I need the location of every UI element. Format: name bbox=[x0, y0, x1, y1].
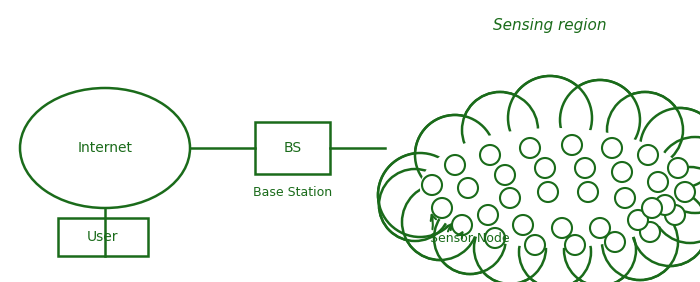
Circle shape bbox=[675, 182, 695, 202]
Circle shape bbox=[603, 205, 677, 279]
Circle shape bbox=[416, 116, 494, 194]
Circle shape bbox=[462, 92, 538, 168]
Circle shape bbox=[665, 205, 685, 225]
Circle shape bbox=[575, 158, 595, 178]
Bar bbox=[58, 218, 148, 256]
Circle shape bbox=[445, 155, 465, 175]
Circle shape bbox=[566, 215, 635, 282]
Circle shape bbox=[403, 185, 477, 259]
Circle shape bbox=[607, 92, 683, 168]
Circle shape bbox=[458, 178, 478, 198]
Circle shape bbox=[485, 228, 505, 248]
Circle shape bbox=[452, 215, 472, 235]
Circle shape bbox=[602, 138, 622, 158]
Circle shape bbox=[612, 162, 632, 182]
Circle shape bbox=[379, 169, 451, 241]
Circle shape bbox=[508, 76, 592, 160]
Circle shape bbox=[535, 158, 555, 178]
Circle shape bbox=[628, 210, 648, 230]
Text: User: User bbox=[88, 230, 119, 244]
Text: Internet: Internet bbox=[78, 141, 132, 155]
Circle shape bbox=[668, 158, 688, 178]
Circle shape bbox=[565, 235, 585, 255]
Circle shape bbox=[475, 213, 545, 282]
Circle shape bbox=[658, 138, 700, 212]
Circle shape bbox=[632, 190, 700, 266]
Circle shape bbox=[602, 204, 678, 280]
Circle shape bbox=[480, 145, 500, 165]
Circle shape bbox=[578, 182, 598, 202]
Circle shape bbox=[608, 93, 682, 167]
Circle shape bbox=[562, 135, 582, 155]
Ellipse shape bbox=[410, 118, 700, 258]
Circle shape bbox=[510, 77, 591, 159]
Circle shape bbox=[605, 232, 625, 252]
Circle shape bbox=[432, 198, 452, 218]
Circle shape bbox=[640, 222, 660, 242]
Circle shape bbox=[538, 182, 558, 202]
Circle shape bbox=[402, 184, 478, 260]
Circle shape bbox=[495, 165, 515, 185]
Text: Base Station: Base Station bbox=[253, 186, 332, 199]
Circle shape bbox=[463, 93, 537, 167]
Ellipse shape bbox=[420, 128, 690, 248]
Circle shape bbox=[519, 216, 591, 282]
Circle shape bbox=[422, 175, 442, 195]
Circle shape bbox=[652, 167, 700, 243]
Text: BS: BS bbox=[284, 141, 302, 155]
Circle shape bbox=[634, 191, 700, 265]
Circle shape bbox=[513, 215, 533, 235]
Circle shape bbox=[641, 109, 700, 187]
Circle shape bbox=[379, 154, 461, 236]
Circle shape bbox=[655, 195, 675, 215]
Circle shape bbox=[415, 115, 495, 195]
Bar bbox=[255, 122, 330, 174]
Circle shape bbox=[564, 214, 636, 282]
Text: Sensing region: Sensing region bbox=[494, 18, 607, 33]
Circle shape bbox=[525, 235, 545, 255]
Circle shape bbox=[520, 138, 540, 158]
Circle shape bbox=[500, 188, 520, 208]
Circle shape bbox=[648, 172, 668, 192]
Circle shape bbox=[552, 218, 572, 238]
Circle shape bbox=[434, 202, 506, 274]
Circle shape bbox=[561, 81, 638, 159]
Circle shape bbox=[435, 203, 505, 273]
Circle shape bbox=[653, 168, 700, 242]
Circle shape bbox=[560, 80, 640, 160]
Circle shape bbox=[657, 137, 700, 213]
Circle shape bbox=[640, 108, 700, 188]
Circle shape bbox=[474, 212, 546, 282]
Circle shape bbox=[520, 217, 589, 282]
Circle shape bbox=[378, 153, 462, 237]
Circle shape bbox=[478, 205, 498, 225]
Circle shape bbox=[615, 188, 635, 208]
Circle shape bbox=[380, 170, 449, 240]
Circle shape bbox=[638, 145, 658, 165]
Circle shape bbox=[590, 218, 610, 238]
Text: Sensor Node: Sensor Node bbox=[430, 232, 510, 244]
Circle shape bbox=[642, 198, 662, 218]
